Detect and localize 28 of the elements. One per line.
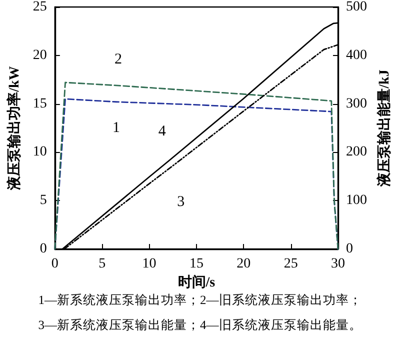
y-tick-label: 5 [40, 193, 47, 208]
text: 3—新系统液压泵输出能量；4—旧系统液压泵输出能量。 [38, 318, 362, 332]
x-tick-label: 0 [51, 256, 58, 272]
x-tick-label: 10 [142, 256, 156, 272]
x-tick-label: 20 [236, 256, 251, 272]
x-tick-label: 30 [331, 256, 345, 272]
text: 1—新系统液压泵输出功率；2—旧系统液压泵输出功率； [38, 292, 362, 307]
y-tick-label: 10 [32, 144, 47, 160]
x-axis-title: 时间/s [178, 274, 216, 290]
x-tick-label: 15 [189, 256, 204, 272]
y2-tick-label: 200 [346, 144, 367, 160]
series-label: 4 [158, 123, 166, 140]
y-axis-title: 液压泵输出功率/kW [6, 66, 22, 191]
x-tick-label: 25 [284, 256, 298, 272]
y2-tick-label: 500 [346, 0, 367, 14]
y2-tick-label: 400 [346, 48, 367, 63]
series-label: 3 [177, 194, 185, 210]
x-tick-label: 5 [98, 256, 106, 272]
y2-tick-label: 300 [346, 96, 367, 112]
series-label: 1 [112, 120, 120, 136]
series-label: 2 [114, 51, 122, 68]
y-tick-label: 15 [32, 96, 47, 112]
y2-tick-label: 0 [346, 242, 353, 256]
y2-axis-title: 液压泵输出能量/kJ [376, 70, 392, 188]
y-tick-label: 0 [40, 242, 47, 256]
y-tick-label: 20 [32, 48, 47, 63]
y-tick-label: 25 [32, 0, 47, 14]
y2-tick-label: 100 [346, 193, 367, 208]
